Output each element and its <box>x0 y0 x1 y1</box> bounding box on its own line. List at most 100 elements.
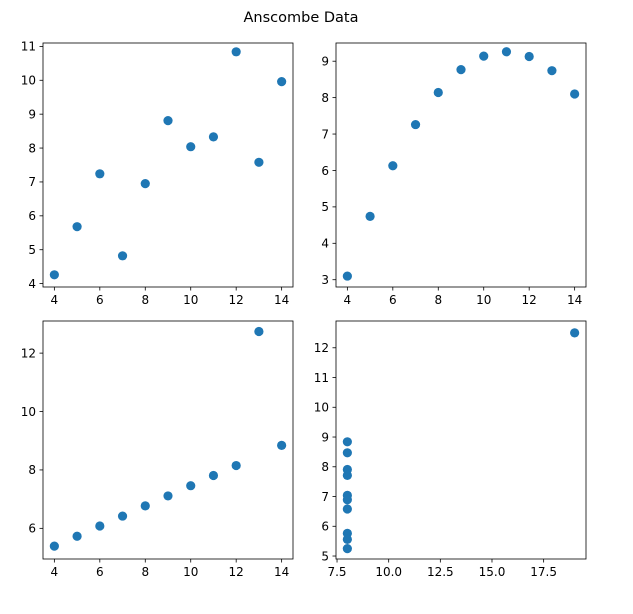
data-point <box>570 89 580 99</box>
data-point <box>72 531 82 541</box>
figure-title: Anscombe Data <box>244 10 359 26</box>
y-tick-label: 6 <box>321 164 329 178</box>
x-tick-label: 17.5 <box>530 565 557 579</box>
y-tick-label: 9 <box>321 55 329 69</box>
data-point <box>277 77 287 87</box>
data-point <box>49 541 59 551</box>
data-point <box>342 504 352 514</box>
data-point <box>254 326 264 337</box>
x-tick-label: 14 <box>274 565 289 579</box>
y-tick-label: 5 <box>321 200 329 214</box>
data-point <box>208 470 219 481</box>
data-point <box>524 51 534 62</box>
data-point <box>547 66 557 76</box>
axes-frame <box>335 42 587 288</box>
x-tick-label: 10.0 <box>375 565 402 579</box>
data-point <box>95 521 105 531</box>
scatter-panel-bottom-left: 4 6 8 10 12 14 6 8 10 12 <box>21 320 294 579</box>
x-tick-label: 8 <box>141 565 149 579</box>
data-point <box>570 328 580 338</box>
data-point <box>342 534 352 544</box>
data-point <box>117 511 128 521</box>
data-point <box>186 481 196 491</box>
y-tick-label: 3 <box>321 273 329 287</box>
x-tick-label: 10 <box>183 293 198 307</box>
data-point <box>365 211 375 221</box>
data-point <box>342 495 352 505</box>
y-tick-label: 10 <box>314 401 329 415</box>
data-point <box>342 437 352 447</box>
data-point <box>163 491 173 501</box>
y-tick-label: 6 <box>28 522 36 536</box>
data-point <box>433 87 443 98</box>
scatter-panel-top-right: 4 6 8 10 12 14 3 4 5 6 7 8 9 <box>321 42 587 307</box>
data-point <box>342 543 352 554</box>
axes-frame <box>42 320 294 560</box>
y-tick-label: 11 <box>21 40 36 54</box>
x-tick-label: 14 <box>567 293 582 307</box>
data-point <box>277 440 287 450</box>
data-point <box>342 271 352 281</box>
x-tick-label: 8 <box>434 293 442 307</box>
y-tick-label: 7 <box>28 175 36 189</box>
y-tick-label: 5 <box>28 243 36 257</box>
data-point <box>501 47 512 57</box>
x-tick-label: 12 <box>522 293 537 307</box>
data-point <box>479 51 489 61</box>
data-point <box>254 157 264 167</box>
x-tick-label: 10 <box>476 293 491 307</box>
y-tick-label: 12 <box>21 346 36 360</box>
axes-frame <box>42 42 294 288</box>
data-point <box>163 116 173 126</box>
data-point <box>95 169 105 179</box>
y-tick-label: 8 <box>321 460 329 474</box>
data-point <box>140 179 150 189</box>
x-tick-label: 12.5 <box>427 565 454 579</box>
x-tick-label: 15.0 <box>479 565 506 579</box>
data-point <box>231 460 241 471</box>
x-tick-label: 8 <box>141 293 149 307</box>
y-tick-label: 10 <box>21 74 36 88</box>
x-tick-label: 6 <box>389 293 397 307</box>
data-point <box>456 64 466 75</box>
x-tick-label: 7.5 <box>327 565 346 579</box>
y-tick-label: 7 <box>321 127 329 141</box>
x-tick-label: 6 <box>96 565 104 579</box>
x-tick-label: 4 <box>344 293 352 307</box>
y-tick-label: 6 <box>28 209 36 223</box>
x-tick-label: 12 <box>229 565 244 579</box>
y-tick-label: 9 <box>321 430 329 444</box>
data-point <box>186 142 196 152</box>
x-tick-label: 10 <box>183 565 198 579</box>
data-point <box>342 448 352 458</box>
x-tick-label: 12 <box>229 293 244 307</box>
y-tick-label: 5 <box>321 549 329 563</box>
y-tick-label: 12 <box>314 341 329 355</box>
y-tick-label: 11 <box>314 371 329 385</box>
y-tick-label: 6 <box>321 520 329 534</box>
axes-frame <box>335 320 587 560</box>
x-tick-label: 4 <box>51 565 59 579</box>
y-tick-label: 10 <box>21 405 36 419</box>
data-point <box>117 251 128 261</box>
y-tick-label: 4 <box>321 237 329 251</box>
x-tick-label: 4 <box>51 293 59 307</box>
data-point <box>72 222 82 232</box>
scatter-panel-bottom-right: 7.5 10.0 12.5 15.0 17.5 5 6 7 8 9 10 11 12 <box>314 320 587 579</box>
data-point <box>140 501 150 511</box>
y-tick-label: 7 <box>321 490 329 504</box>
data-point <box>231 47 241 57</box>
x-tick-label: 6 <box>96 293 104 307</box>
data-point <box>208 132 219 142</box>
data-point <box>388 161 398 171</box>
data-point <box>49 270 59 280</box>
y-tick-label: 9 <box>28 107 36 121</box>
scatter-panel-top-left: 4 6 8 10 12 14 4 5 6 7 8 9 10 11 <box>21 40 294 307</box>
y-tick-label: 8 <box>28 463 36 477</box>
y-tick-label: 8 <box>321 91 329 105</box>
x-tick-label: 14 <box>274 293 289 307</box>
y-tick-label: 8 <box>28 141 36 155</box>
data-point <box>342 464 352 475</box>
y-tick-label: 4 <box>28 277 36 291</box>
